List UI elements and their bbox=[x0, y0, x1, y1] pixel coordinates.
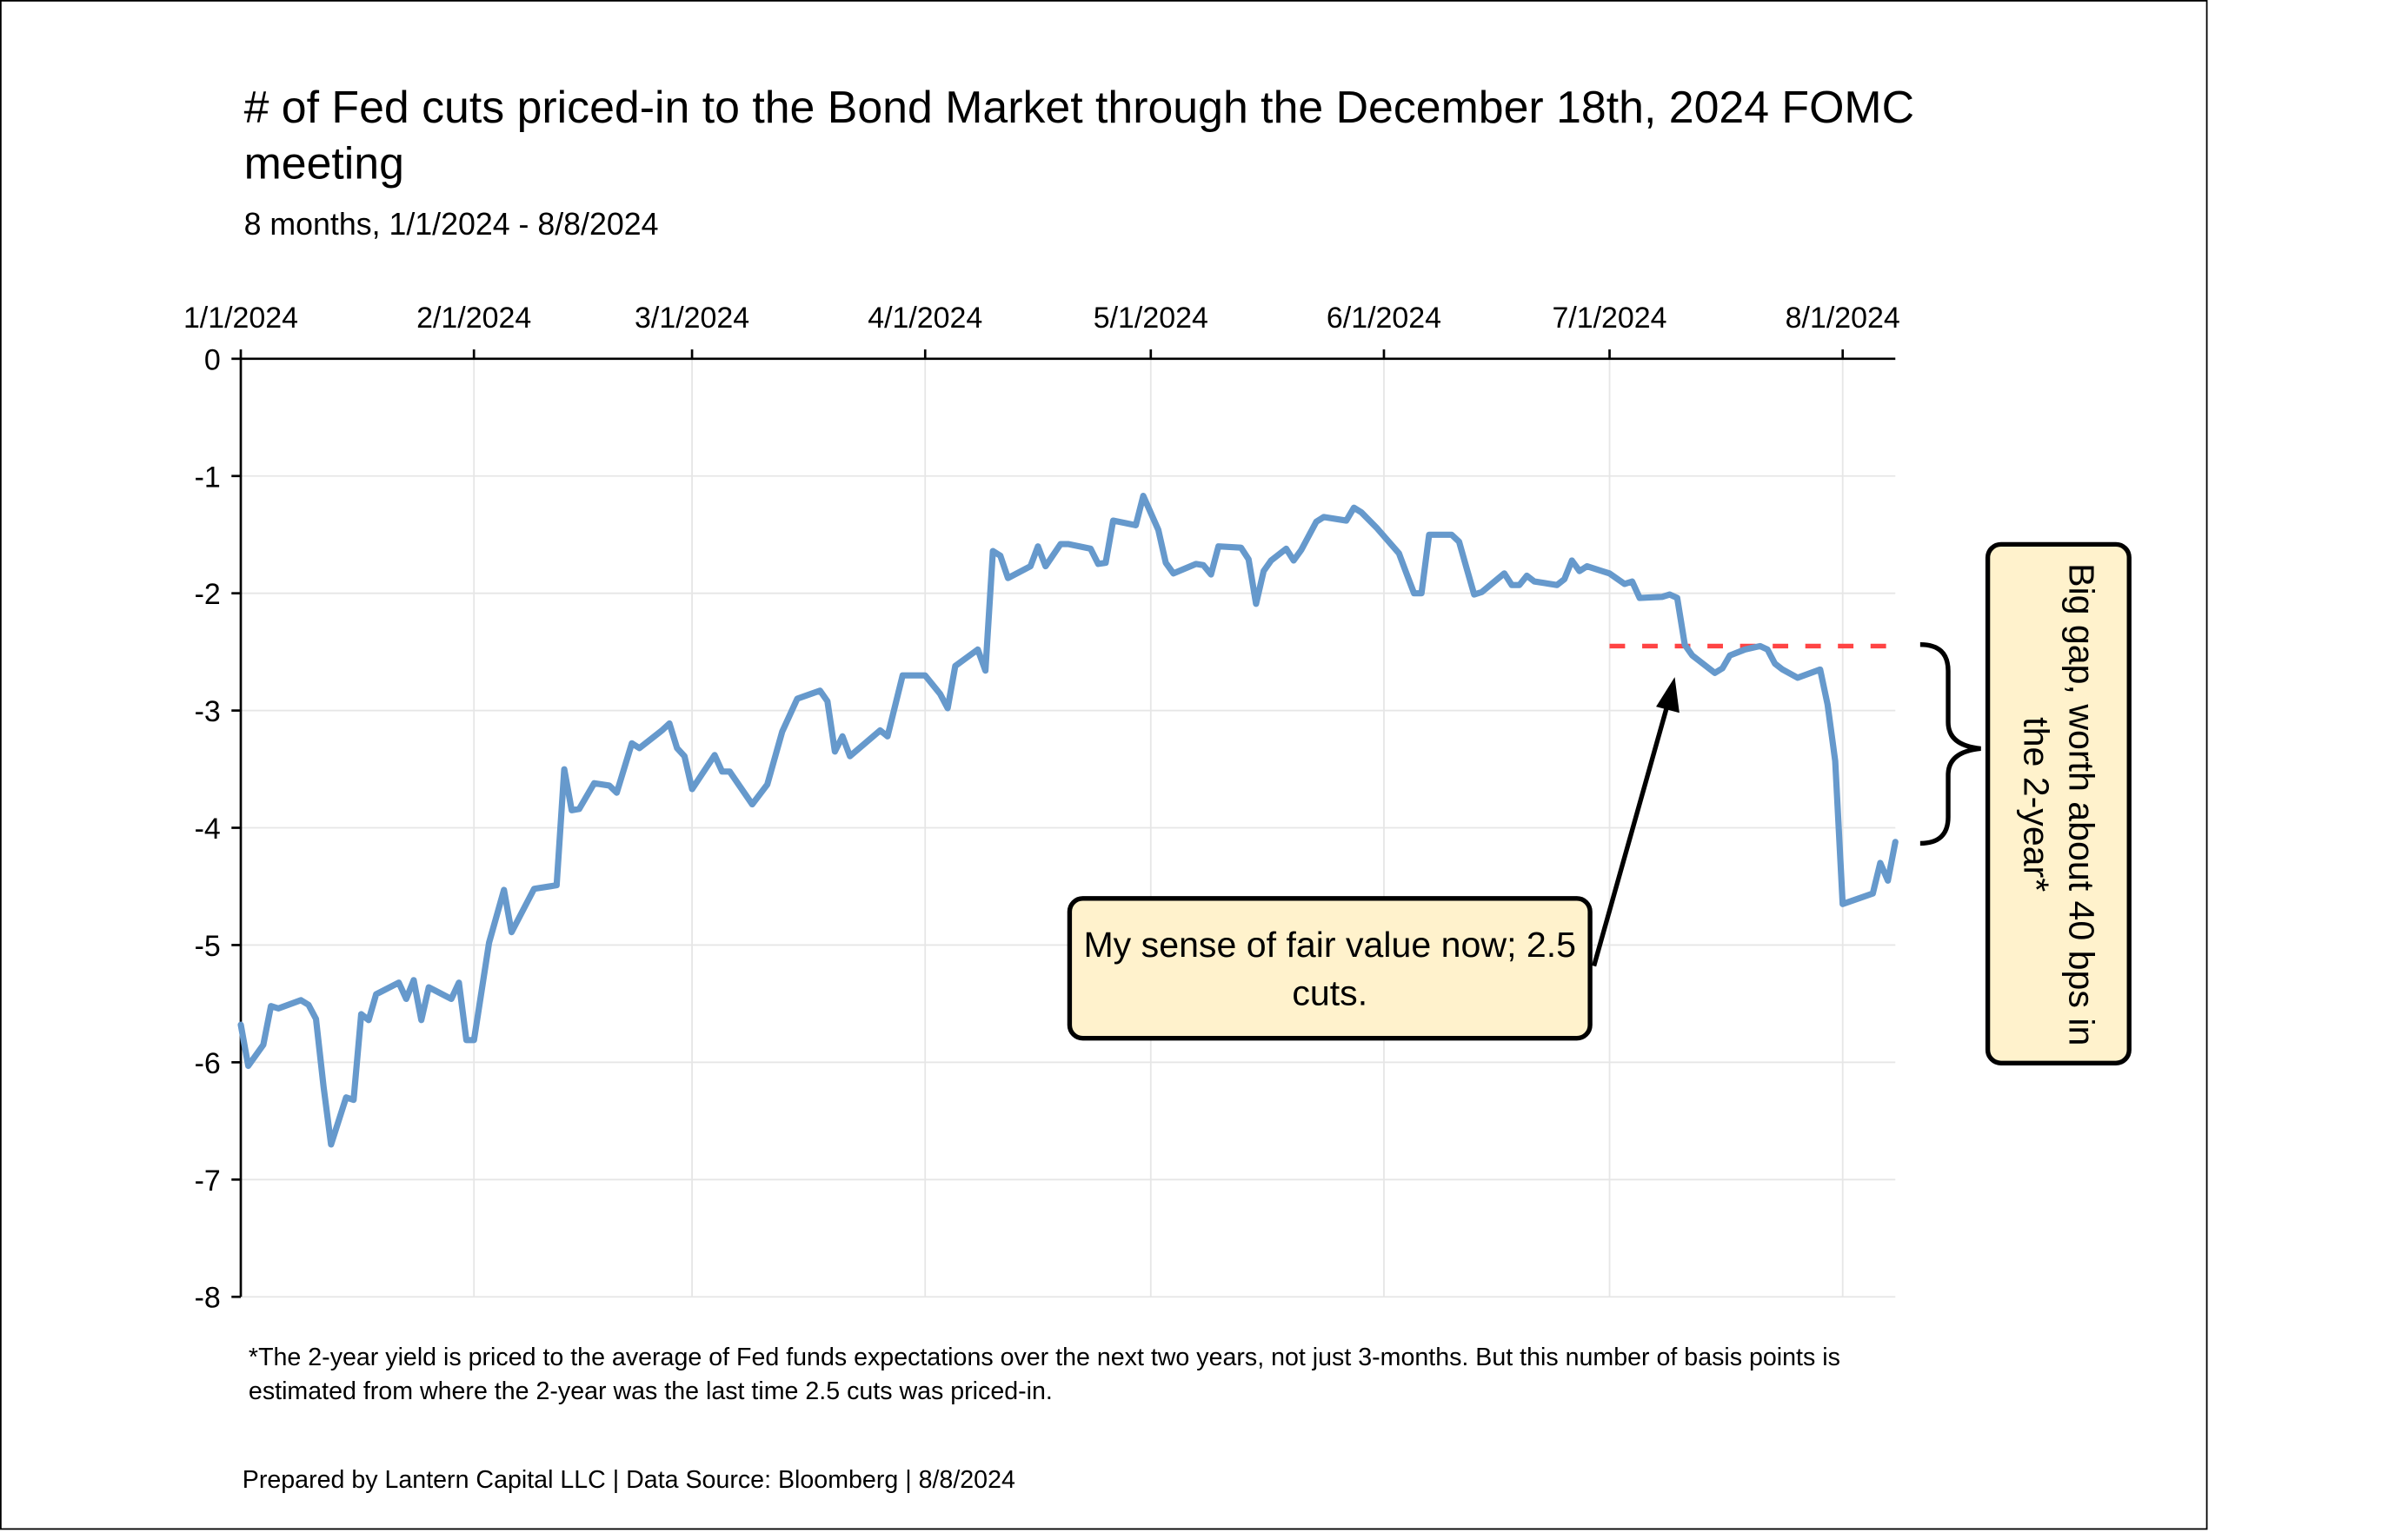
gridlines bbox=[241, 358, 1896, 1298]
y-tick-label: -6 bbox=[195, 1047, 221, 1080]
chart-frame bbox=[0, 0, 2208, 1530]
x-tick-label: 3/1/2024 bbox=[635, 302, 749, 335]
x-tick-label: 4/1/2024 bbox=[868, 302, 982, 335]
chart-subtitle: 8 months, 1/1/2024 - 8/8/2024 bbox=[243, 208, 659, 242]
y-tick-label: -8 bbox=[195, 1282, 221, 1315]
data-points bbox=[240, 495, 1896, 1145]
x-tick-label: 7/1/2024 bbox=[1552, 302, 1666, 335]
y-tick-labels: 0 -1 -2 -3 -4 -5 -6 -7 -8 bbox=[195, 343, 221, 1314]
y-tick-label: -4 bbox=[195, 813, 221, 846]
gap-callout-text: Big gap, worth about 40 bps in the 2-yea… bbox=[2016, 562, 2102, 1045]
chart-title: # of Fed cuts priced-in to the Bond Mark… bbox=[243, 83, 1915, 190]
fair-value-callout: My sense of fair value now; 2.5 cuts. bbox=[1067, 896, 1593, 1041]
fair-value-callout-text: My sense of fair value now; 2.5 cuts. bbox=[1083, 923, 1577, 1012]
y-tick-label: -2 bbox=[195, 578, 221, 611]
arrowhead-icon bbox=[1656, 677, 1680, 713]
x-tick-label: 1/1/2024 bbox=[183, 302, 298, 335]
gap-callout: Big gap, worth about 40 bps in the 2-yea… bbox=[1985, 541, 2132, 1065]
source-credit: Prepared by Lantern Capital LLC | Data S… bbox=[242, 1467, 1015, 1495]
y-tick-label: -3 bbox=[195, 695, 221, 728]
x-tick-label: 2/1/2024 bbox=[416, 302, 531, 335]
x-tick-label: 6/1/2024 bbox=[1327, 302, 1441, 335]
callout-arrow bbox=[1591, 706, 1670, 967]
x-tick-label: 5/1/2024 bbox=[1094, 302, 1208, 335]
x-tick-label: 8/1/2024 bbox=[1786, 302, 1900, 335]
axes bbox=[231, 349, 1896, 1298]
y-tick-label: -5 bbox=[195, 930, 221, 963]
gap-brace bbox=[1919, 641, 1981, 846]
x-tick-labels: 1/1/2024 2/1/2024 3/1/2024 4/1/2024 5/1/2024… bbox=[183, 302, 1900, 335]
footnote: *The 2-year yield is priced to the avera… bbox=[248, 1344, 1840, 1406]
y-tick-label: -1 bbox=[195, 461, 221, 494]
y-tick-label: 0 bbox=[204, 343, 221, 376]
y-tick-label: -7 bbox=[195, 1165, 221, 1198]
